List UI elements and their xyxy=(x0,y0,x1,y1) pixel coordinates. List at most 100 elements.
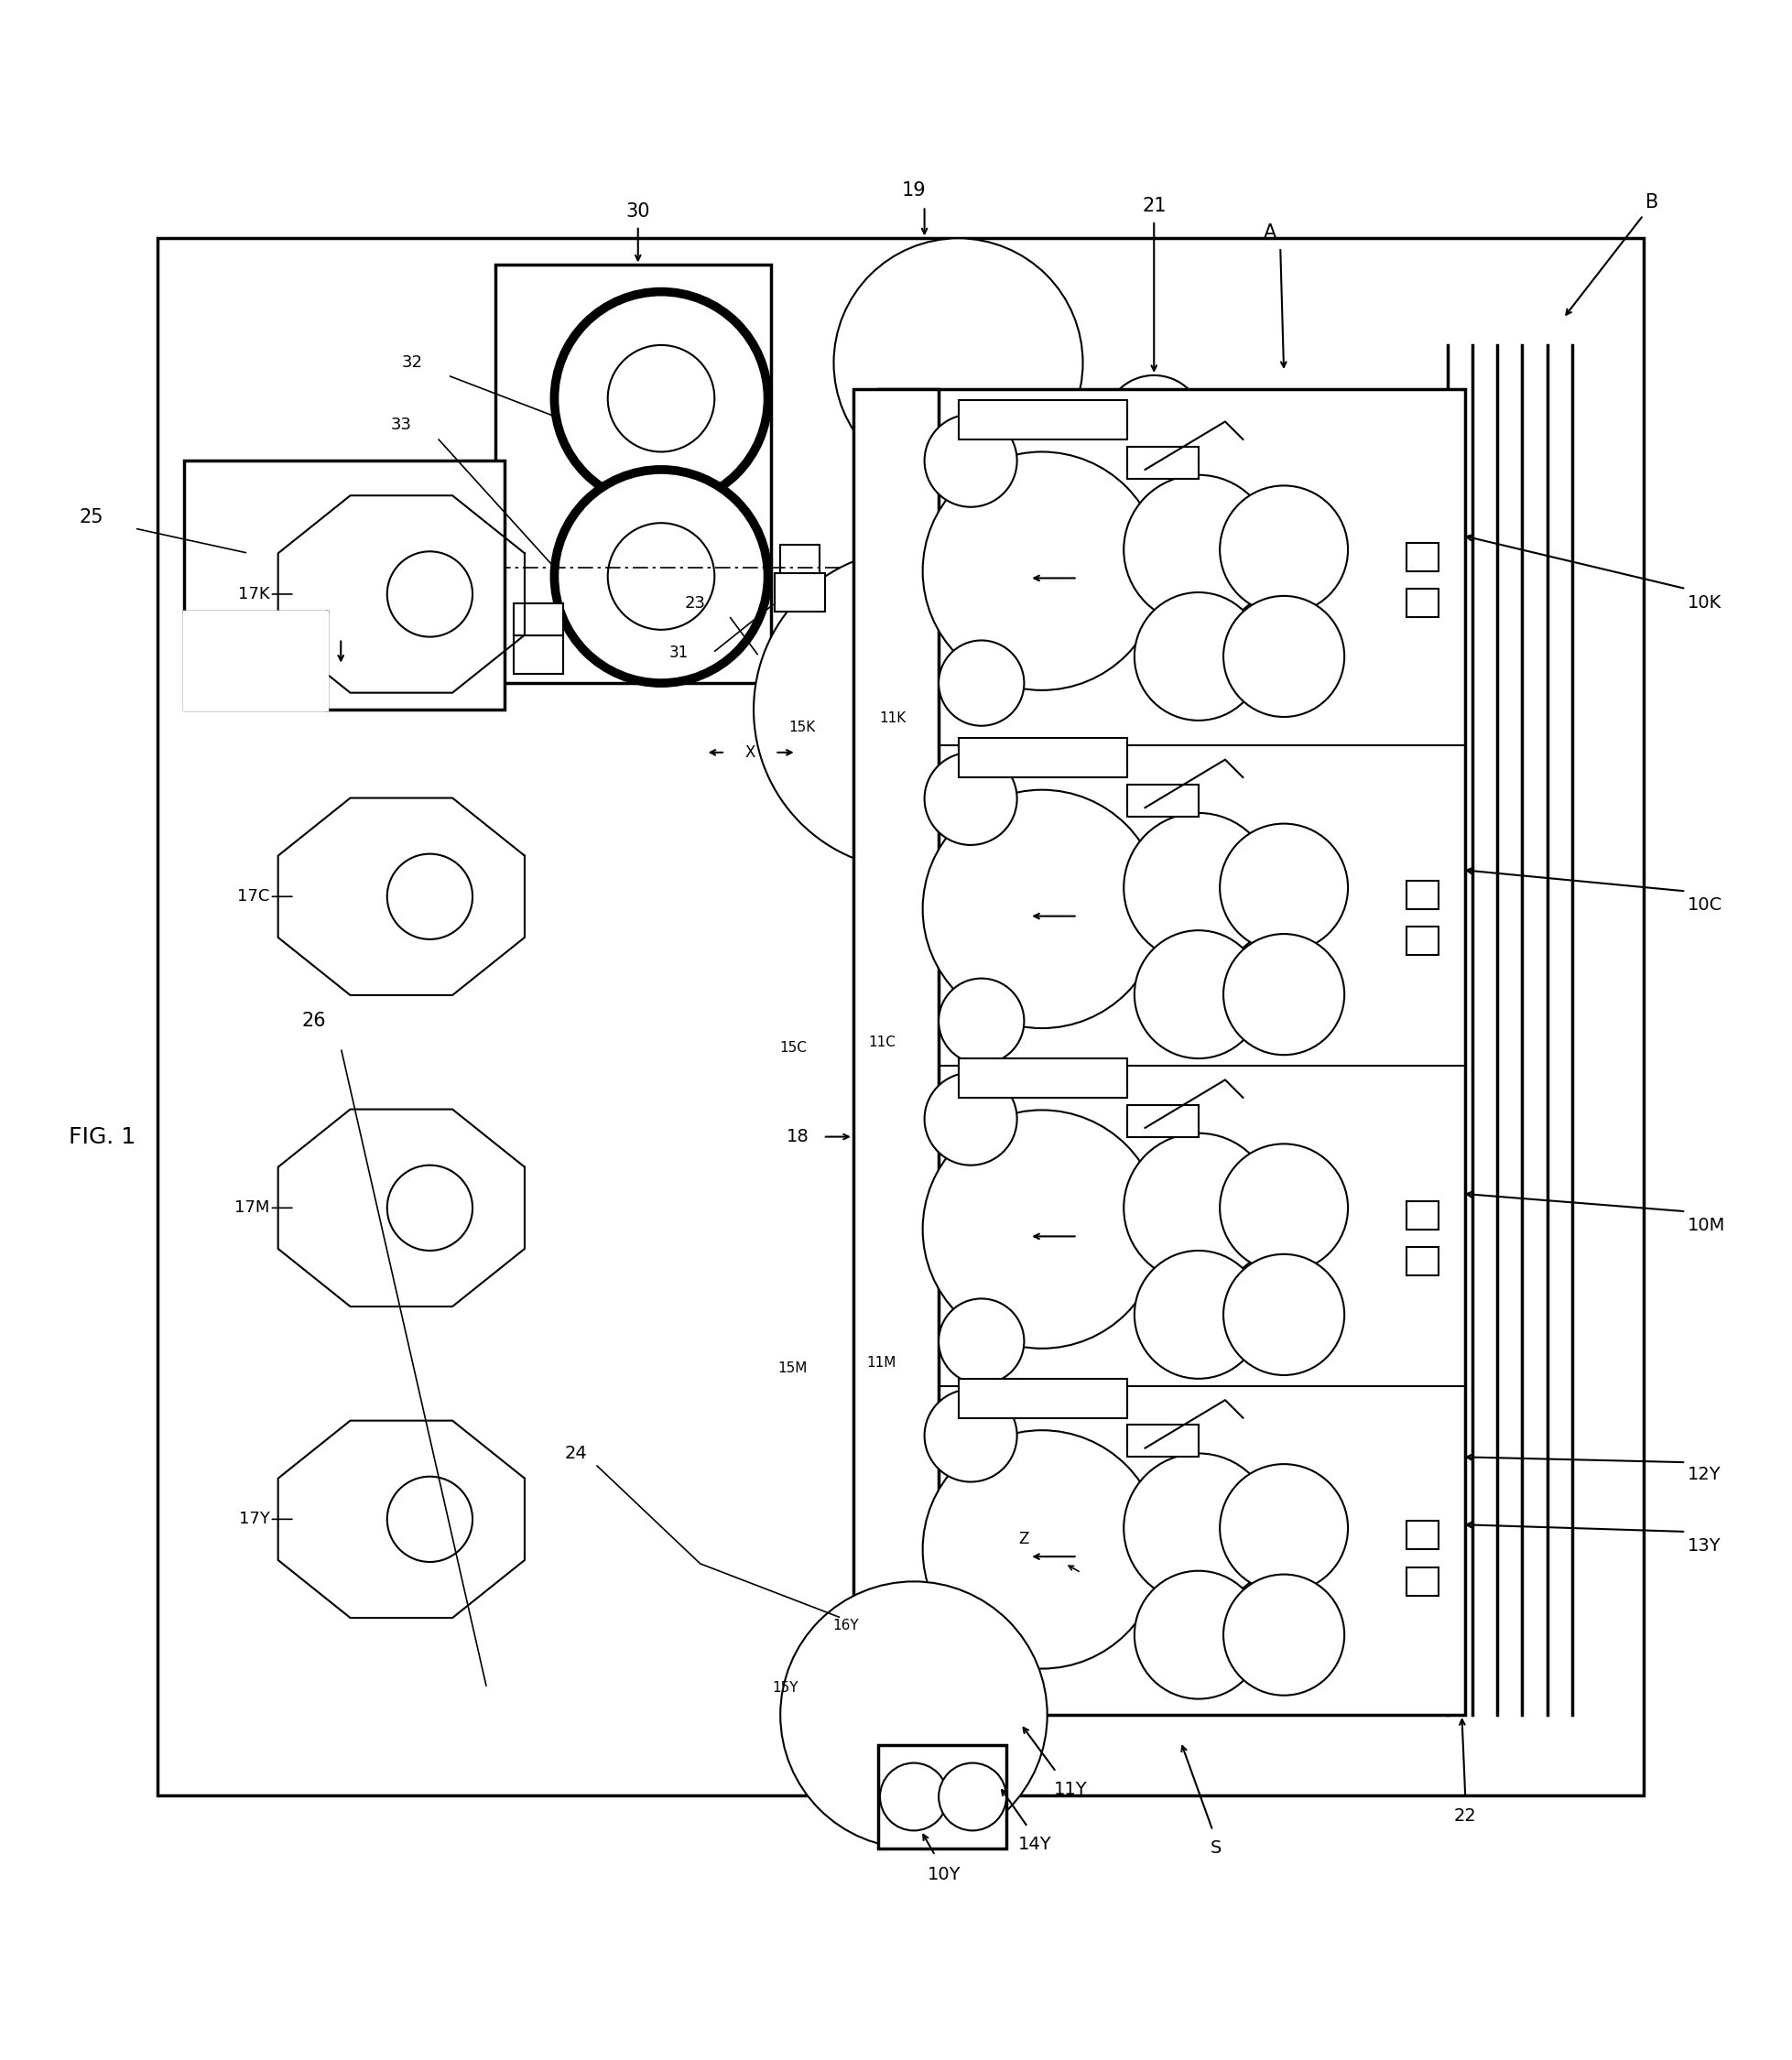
Circle shape xyxy=(925,1073,1018,1166)
Text: 15C: 15C xyxy=(780,1040,806,1055)
Text: 13Y: 13Y xyxy=(1688,1537,1722,1555)
Bar xyxy=(959,1059,1127,1098)
Circle shape xyxy=(925,752,1018,845)
Circle shape xyxy=(1134,1572,1263,1700)
Circle shape xyxy=(1134,593,1263,721)
Circle shape xyxy=(1124,1454,1272,1603)
Text: 11K: 11K xyxy=(880,713,905,725)
Text: 24: 24 xyxy=(564,1444,588,1463)
Text: 32: 32 xyxy=(401,354,423,371)
Text: 15K: 15K xyxy=(788,721,815,735)
Circle shape xyxy=(1373,470,1462,558)
Text: A: A xyxy=(1263,225,1276,243)
Text: 33: 33 xyxy=(391,416,412,433)
Text: 10Y: 10Y xyxy=(926,1866,961,1883)
Text: 19: 19 xyxy=(901,181,926,200)
Bar xyxy=(1127,447,1199,478)
Circle shape xyxy=(1134,931,1263,1059)
Text: 17Y: 17Y xyxy=(238,1510,269,1526)
Circle shape xyxy=(554,293,769,505)
Bar xyxy=(853,389,939,1714)
Circle shape xyxy=(925,1388,1018,1481)
Circle shape xyxy=(1220,1465,1348,1592)
Circle shape xyxy=(1224,595,1344,717)
Circle shape xyxy=(607,346,715,451)
Bar xyxy=(780,544,819,593)
Text: 11Y: 11Y xyxy=(1054,1782,1088,1798)
Circle shape xyxy=(1220,824,1348,952)
Text: FIG. 1: FIG. 1 xyxy=(68,1125,136,1147)
Bar xyxy=(1407,589,1439,618)
Circle shape xyxy=(1224,1255,1344,1376)
Text: S: S xyxy=(1211,1840,1222,1856)
Text: 17M: 17M xyxy=(235,1199,269,1215)
Circle shape xyxy=(1220,486,1348,614)
Text: 26: 26 xyxy=(303,1011,326,1030)
Circle shape xyxy=(247,515,353,620)
Circle shape xyxy=(1220,1143,1348,1271)
Circle shape xyxy=(939,1298,1023,1384)
Bar xyxy=(1407,1201,1439,1230)
Bar xyxy=(514,634,563,674)
Bar xyxy=(185,461,505,711)
Bar xyxy=(1407,1520,1439,1549)
Text: X: X xyxy=(745,744,754,760)
Text: 17C: 17C xyxy=(237,888,269,904)
Text: 12Y: 12Y xyxy=(1688,1467,1722,1483)
Bar xyxy=(1407,1568,1439,1596)
Text: 11M: 11M xyxy=(867,1355,896,1370)
Circle shape xyxy=(1124,814,1272,962)
Circle shape xyxy=(880,1763,948,1831)
Circle shape xyxy=(939,1613,1023,1699)
Circle shape xyxy=(387,552,473,637)
Circle shape xyxy=(1224,1574,1344,1695)
Text: 10M: 10M xyxy=(1688,1217,1726,1234)
Bar xyxy=(878,389,1466,1714)
Text: 23: 23 xyxy=(685,595,706,612)
Text: 10K: 10K xyxy=(1688,595,1722,612)
Circle shape xyxy=(833,239,1082,488)
Text: Z: Z xyxy=(1020,1531,1029,1547)
Circle shape xyxy=(387,1477,473,1561)
Text: 10C: 10C xyxy=(1688,896,1722,915)
Circle shape xyxy=(1134,1250,1263,1378)
Bar xyxy=(1407,880,1439,908)
Circle shape xyxy=(923,789,1161,1028)
Text: 31: 31 xyxy=(668,645,688,661)
Bar xyxy=(1407,927,1439,956)
Circle shape xyxy=(780,1582,1047,1848)
Circle shape xyxy=(1224,933,1344,1055)
Bar xyxy=(514,604,563,634)
Text: 25: 25 xyxy=(79,509,104,527)
Circle shape xyxy=(923,1110,1161,1349)
Text: 11C: 11C xyxy=(867,1036,896,1049)
Circle shape xyxy=(939,978,1023,1063)
Bar xyxy=(1407,542,1439,571)
Circle shape xyxy=(554,470,769,684)
Circle shape xyxy=(1104,375,1204,476)
Text: 30: 30 xyxy=(625,202,650,220)
Circle shape xyxy=(923,1430,1161,1669)
Bar xyxy=(774,573,824,612)
Circle shape xyxy=(754,550,1073,869)
Circle shape xyxy=(925,414,1018,507)
Circle shape xyxy=(939,641,1023,725)
Text: 21: 21 xyxy=(1142,198,1167,216)
Bar xyxy=(496,266,771,684)
Circle shape xyxy=(1159,428,1260,527)
Bar xyxy=(959,400,1127,439)
Text: 15M: 15M xyxy=(778,1362,806,1374)
Bar xyxy=(1127,785,1199,816)
Text: 15Y: 15Y xyxy=(772,1681,797,1695)
Circle shape xyxy=(387,1166,473,1250)
Text: 17K: 17K xyxy=(238,585,269,602)
Text: B: B xyxy=(1645,194,1659,212)
Circle shape xyxy=(1124,1133,1272,1283)
Text: 14Y: 14Y xyxy=(1018,1835,1052,1854)
Circle shape xyxy=(326,515,434,620)
Circle shape xyxy=(607,523,715,630)
Circle shape xyxy=(939,1763,1007,1831)
Circle shape xyxy=(1124,476,1272,624)
Bar xyxy=(878,1745,1007,1848)
Text: 22: 22 xyxy=(1453,1807,1477,1825)
